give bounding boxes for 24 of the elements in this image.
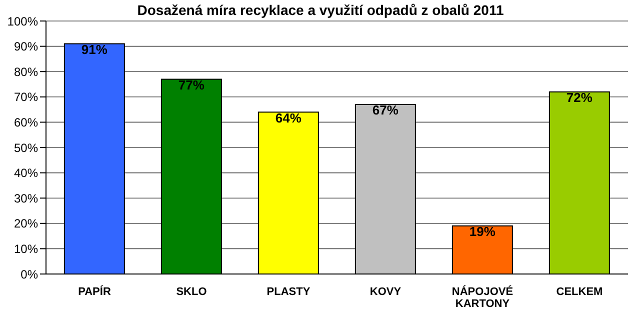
x-tick-label: PAPÍR [78, 285, 111, 298]
chart-title: Dosažená míra recyklace a využití odpadů z obalů 2011 [137, 2, 504, 18]
data-label: 91% [81, 42, 108, 57]
y-tick-label: 70% [14, 90, 38, 104]
y-tick-label: 60% [14, 115, 38, 130]
data-label: 77% [178, 77, 205, 92]
data-label: 19% [469, 224, 496, 240]
y-tick-label: 50% [14, 140, 38, 155]
y-tick-label: 30% [14, 191, 38, 206]
y-tick-label: 0% [20, 267, 38, 282]
y-tick-label: 40% [14, 166, 38, 180]
data-label: 72% [566, 90, 593, 106]
y-tick-label: 90% [14, 40, 38, 54]
y-tick-label: 20% [14, 216, 38, 231]
data-label: 67% [372, 102, 399, 118]
x-tick-label: CELKEM [556, 286, 603, 298]
data-label: 64% [275, 110, 302, 126]
x-tick-label: PLASTY [266, 286, 311, 298]
x-tick-label: SKLO [176, 286, 208, 298]
x-tick-label: KOVY [370, 286, 402, 298]
x-tick-label: NÁPOJOVÉ KARTONY [452, 285, 514, 310]
y-tick-label: 10% [14, 242, 38, 256]
y-tick-label: 100% [7, 14, 38, 28]
y-tick-label: 80% [14, 64, 38, 79]
